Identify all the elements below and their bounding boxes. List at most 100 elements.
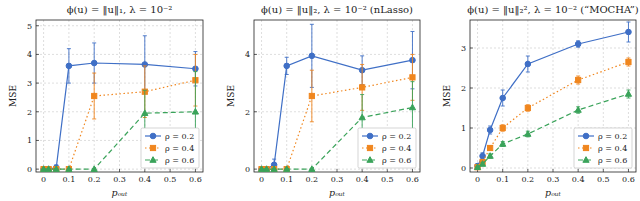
tick-label: 0.5 [597,175,610,184]
tick-label: 4 [27,50,32,59]
error-cap [92,73,96,74]
y-axis-label: MSE [442,85,452,107]
grid-line [470,48,636,49]
error-cap [360,64,364,65]
marker [488,145,493,150]
legend-label: ρ = 0.6 [165,156,194,165]
error-cap [310,121,314,122]
tick-label: 0.2 [305,175,318,184]
marker [576,77,581,82]
grid-line [43,20,44,172]
tick-label: 0 [245,165,250,174]
error-cap [285,57,289,58]
error-cap [626,22,630,23]
grid-line [36,54,203,55]
marker [284,63,290,69]
tick-label: 0 [41,175,46,184]
chart-title: ϕ(u) = ‖u‖₁, λ = 10⁻² [67,4,173,16]
error-cap [143,35,147,36]
error-cap [576,84,580,85]
tick-label: 3 [461,44,466,53]
x-axis-label: pₒᵤₜ [545,187,562,198]
marker [284,166,290,172]
plot-frame [470,20,636,172]
legend-label: ρ = 0.2 [382,132,411,141]
marker [487,127,493,133]
tick-mark [119,169,120,172]
grid-line [68,20,69,172]
tick-label: 5 [27,22,32,31]
panel: 00.10.20.30.40.50.6012345ϕ(u) = ‖u‖₁, λ … [8,4,203,198]
y-axis-label: MSE [226,85,236,107]
error-cap [310,70,314,71]
marker [54,167,59,172]
figure: 00.10.20.30.40.50.6012345ϕ(u) = ‖u‖₁, λ … [0,0,640,201]
panel: 00.10.20.30.40.50.6024ϕ(u) = ‖u‖₂, λ = 1… [226,4,420,198]
x-axis-label: pₒᵤₜ [329,187,346,198]
tick-mark [412,169,413,172]
marker [309,53,315,59]
error-cap [626,98,630,99]
marker [92,93,97,98]
error-cap [501,90,505,91]
tick-label: 0.4 [138,175,151,184]
tick-label: 0 [259,175,264,184]
marker [575,107,581,113]
error-bar [501,125,505,131]
tick-mark [628,169,629,172]
grid-line [36,83,203,84]
tick-mark [470,128,473,129]
legend-marker [583,157,589,163]
data-area [258,24,415,172]
marker [625,91,631,97]
tick-mark [36,140,39,141]
tick-mark [387,169,388,172]
tick-mark [36,83,39,84]
marker [192,108,198,114]
legend-marker [150,157,156,163]
error-cap [67,83,71,84]
legend-label: ρ = 0.4 [382,144,411,153]
error-cap [143,65,147,66]
tick-label: 0.6 [622,175,635,184]
tick-label: 0.5 [381,175,394,184]
tick-label: 0.3 [113,175,126,184]
tick-label: 0.5 [164,175,177,184]
legend-marker [367,145,372,150]
marker [575,41,581,47]
grid-line [261,20,262,172]
panel: 00.10.20.30.40.50.60123ϕ(u) = ‖u‖₂², λ =… [442,4,639,198]
tick-mark [254,54,257,55]
tick-label: 2 [245,108,250,117]
marker [480,153,486,159]
legend-label: ρ = 0.2 [165,132,194,141]
tick-label: 0.4 [356,175,369,184]
tick-label: 2 [461,84,466,93]
legend-marker [150,145,155,150]
error-bar [576,41,580,47]
tick-label: 0.1 [280,175,293,184]
tick-mark [144,169,145,172]
marker [479,161,485,167]
error-cap [501,106,505,107]
legend: ρ = 0.2ρ = 0.4ρ = 0.6 [141,128,199,168]
series-line [478,62,629,167]
marker [626,59,631,64]
error-cap [410,31,414,32]
grid-line [337,20,338,172]
error-cap [360,94,364,95]
grid-line [477,20,478,172]
chart-title: ϕ(u) = ‖u‖₂², λ = 10⁻² (“MOCHA”) [467,4,639,16]
series-line [262,77,413,169]
legend: ρ = 0.2ρ = 0.4ρ = 0.6 [358,128,416,168]
marker [500,125,505,130]
error-cap [626,42,630,43]
error-bar [310,70,314,122]
error-bar [526,105,530,111]
tick-label: 4 [245,50,250,59]
marker [500,141,506,147]
y-axis-label: MSE [8,85,18,107]
tick-label: 0 [27,165,32,174]
marker [360,85,365,90]
error-cap [92,118,96,119]
